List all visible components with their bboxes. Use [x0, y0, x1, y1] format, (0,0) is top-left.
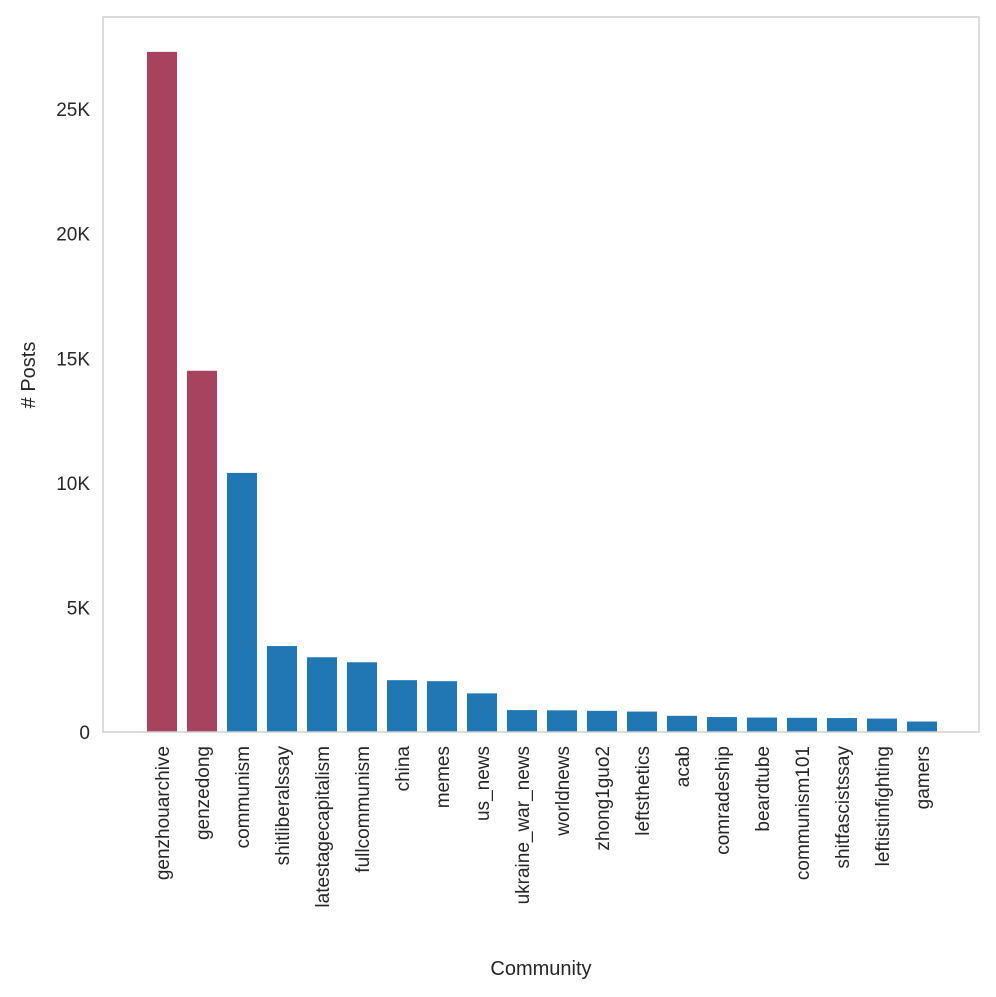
bar-zhong1guo2 [587, 710, 617, 732]
x-axis-ticks: genzhouarchive genzedong communism shitlibe… [153, 746, 934, 908]
bar-us_news [467, 693, 497, 732]
bar-leftsthetics [627, 711, 657, 732]
y-axis-ticks: 0 5K 10K 15K 20K 25K [56, 100, 90, 744]
x-tick-label: us_news [473, 746, 494, 821]
x-axis-label: Community [490, 958, 591, 980]
bar-genzedong [187, 370, 217, 732]
y-axis-label: # Posts [18, 342, 40, 409]
bar-acab [667, 715, 697, 732]
bar-china [387, 680, 417, 732]
bar-genzhouarchive [147, 51, 177, 732]
x-tick-label: comradeship [713, 746, 734, 855]
bar-shitliberalssay [267, 646, 297, 732]
x-tick-label: worldnews [553, 746, 574, 837]
bar-leftistinfighting [867, 718, 897, 732]
bars-group [147, 51, 937, 732]
bar-worldnews [547, 710, 577, 732]
x-tick-label: leftistinfighting [873, 746, 894, 866]
bar-gamers [907, 721, 937, 732]
bar-memes [427, 681, 457, 732]
x-tick-label: beardtube [753, 746, 774, 832]
x-tick-label: leftsthetics [633, 746, 654, 836]
x-tick-label: genzedong [193, 746, 214, 840]
bar-comradeship [707, 717, 737, 732]
x-tick-label: shitfascistssay [833, 746, 854, 869]
bar-ukraine_war_news [507, 710, 537, 732]
bar-fullcommunism [347, 662, 377, 732]
x-tick-label: memes [433, 746, 454, 808]
x-tick-label: gamers [913, 746, 934, 809]
bar-beardtube [747, 717, 777, 732]
y-tick-label: 20K [56, 225, 90, 246]
x-tick-label: communism101 [793, 746, 814, 880]
y-tick-label: 0 [79, 723, 90, 744]
x-tick-label: acab [673, 746, 694, 787]
x-tick-label: latestagecapitalism [313, 746, 334, 908]
x-tick-label: fullcommunism [353, 746, 374, 873]
x-tick-label: ukraine_war_news [513, 746, 534, 904]
y-tick-label: 15K [56, 349, 90, 370]
x-tick-label: communism [233, 746, 254, 848]
plot-frame [102, 16, 980, 733]
x-tick-label: genzhouarchive [153, 746, 174, 880]
bar-latestagecapitalism [307, 657, 337, 732]
y-tick-label: 25K [56, 100, 90, 121]
bar-communism [227, 472, 257, 732]
x-tick-label: shitliberalssay [273, 746, 294, 866]
bar-shitfascistssay [827, 718, 857, 732]
bar-communism101 [787, 717, 817, 732]
y-tick-label: 5K [67, 598, 91, 619]
x-tick-label: zhong1guo2 [593, 746, 614, 851]
x-tick-label: china [393, 746, 414, 792]
y-tick-label: 10K [56, 474, 90, 495]
